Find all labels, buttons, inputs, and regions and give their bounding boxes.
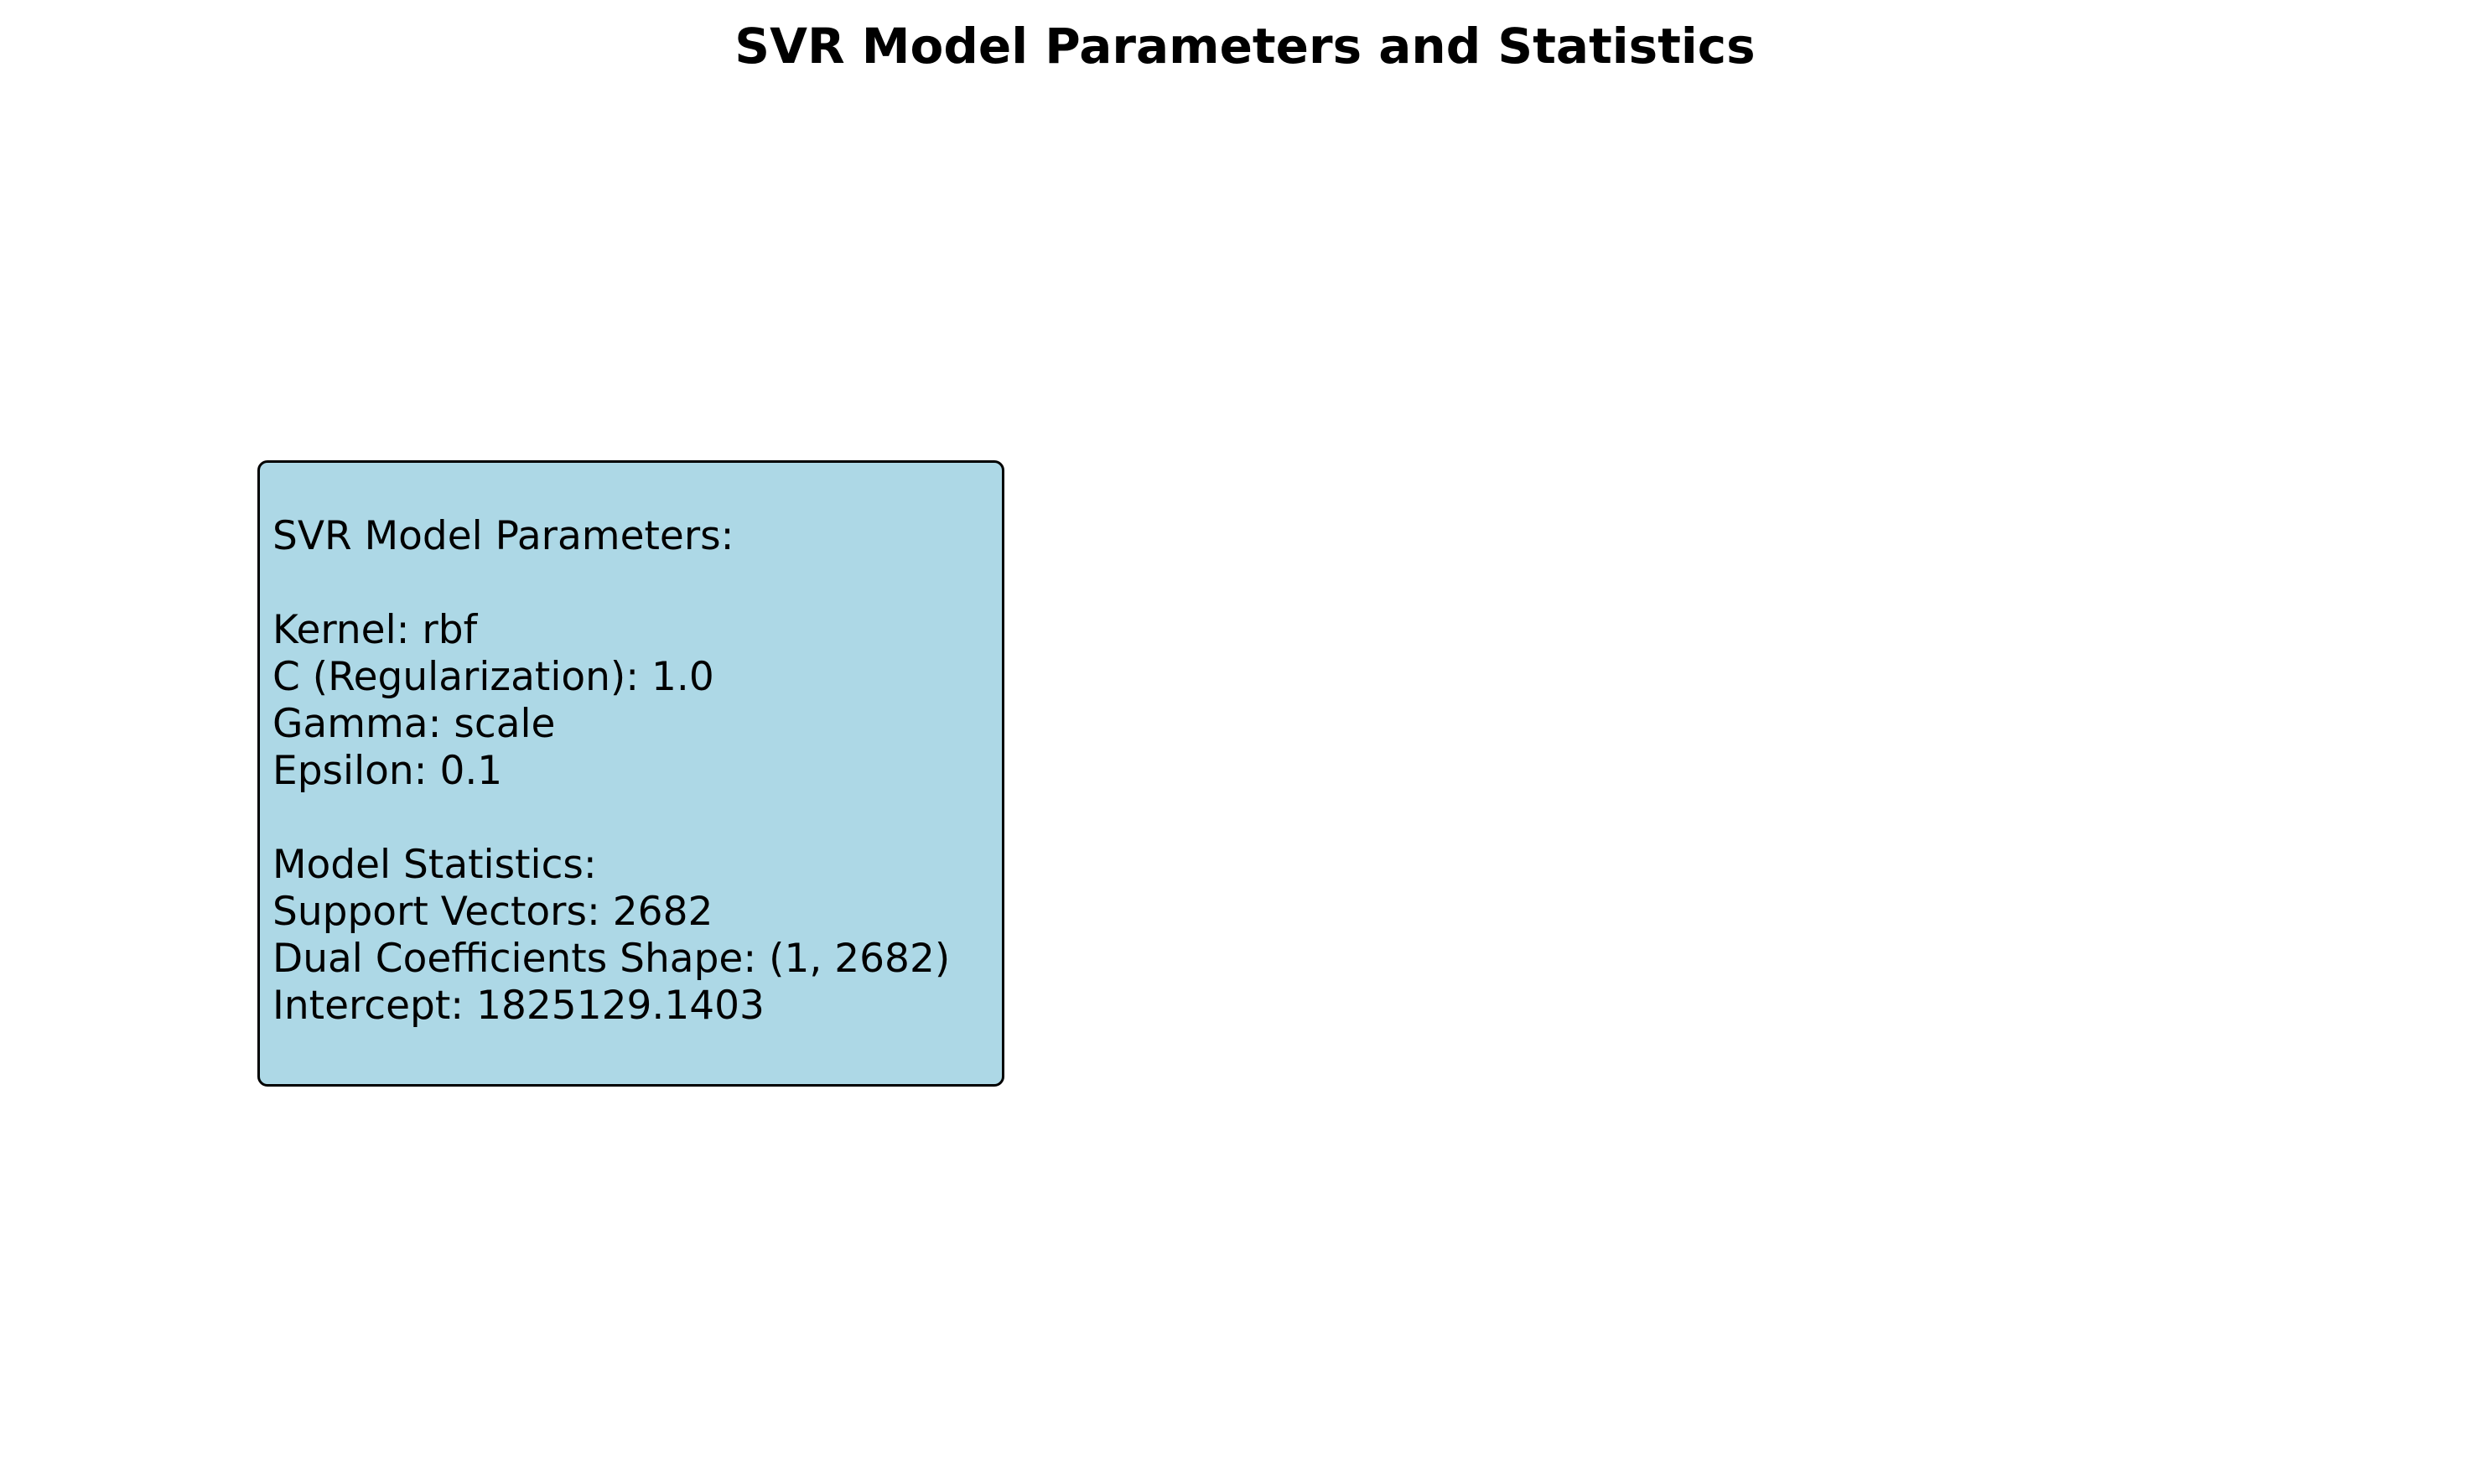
- support-vectors-value: Support Vectors: 2682: [272, 889, 713, 935]
- model-info-box: SVR Model Parameters: Kernel: rbf C (Reg…: [257, 460, 1004, 1087]
- epsilon-value: Epsilon: 0.1: [272, 748, 503, 794]
- spacer: [272, 560, 950, 607]
- parameters-heading: SVR Model Parameters:: [272, 513, 734, 559]
- statistics-heading: Model Statistics:: [272, 842, 597, 888]
- spacer: [272, 795, 950, 842]
- gamma-value: Gamma: scale: [272, 701, 556, 747]
- c-value: C (Regularization): 1.0: [272, 654, 714, 700]
- intercept-value: Intercept: 1825129.1403: [272, 983, 765, 1029]
- kernel-value: Kernel: rbf: [272, 607, 478, 653]
- dual-coef-shape-value: Dual Coefficients Shape: (1, 2682): [272, 936, 951, 982]
- figure-title: SVR Model Parameters and Statistics: [734, 18, 1756, 75]
- model-info-text: SVR Model Parameters: Kernel: rbf C (Reg…: [272, 513, 950, 1030]
